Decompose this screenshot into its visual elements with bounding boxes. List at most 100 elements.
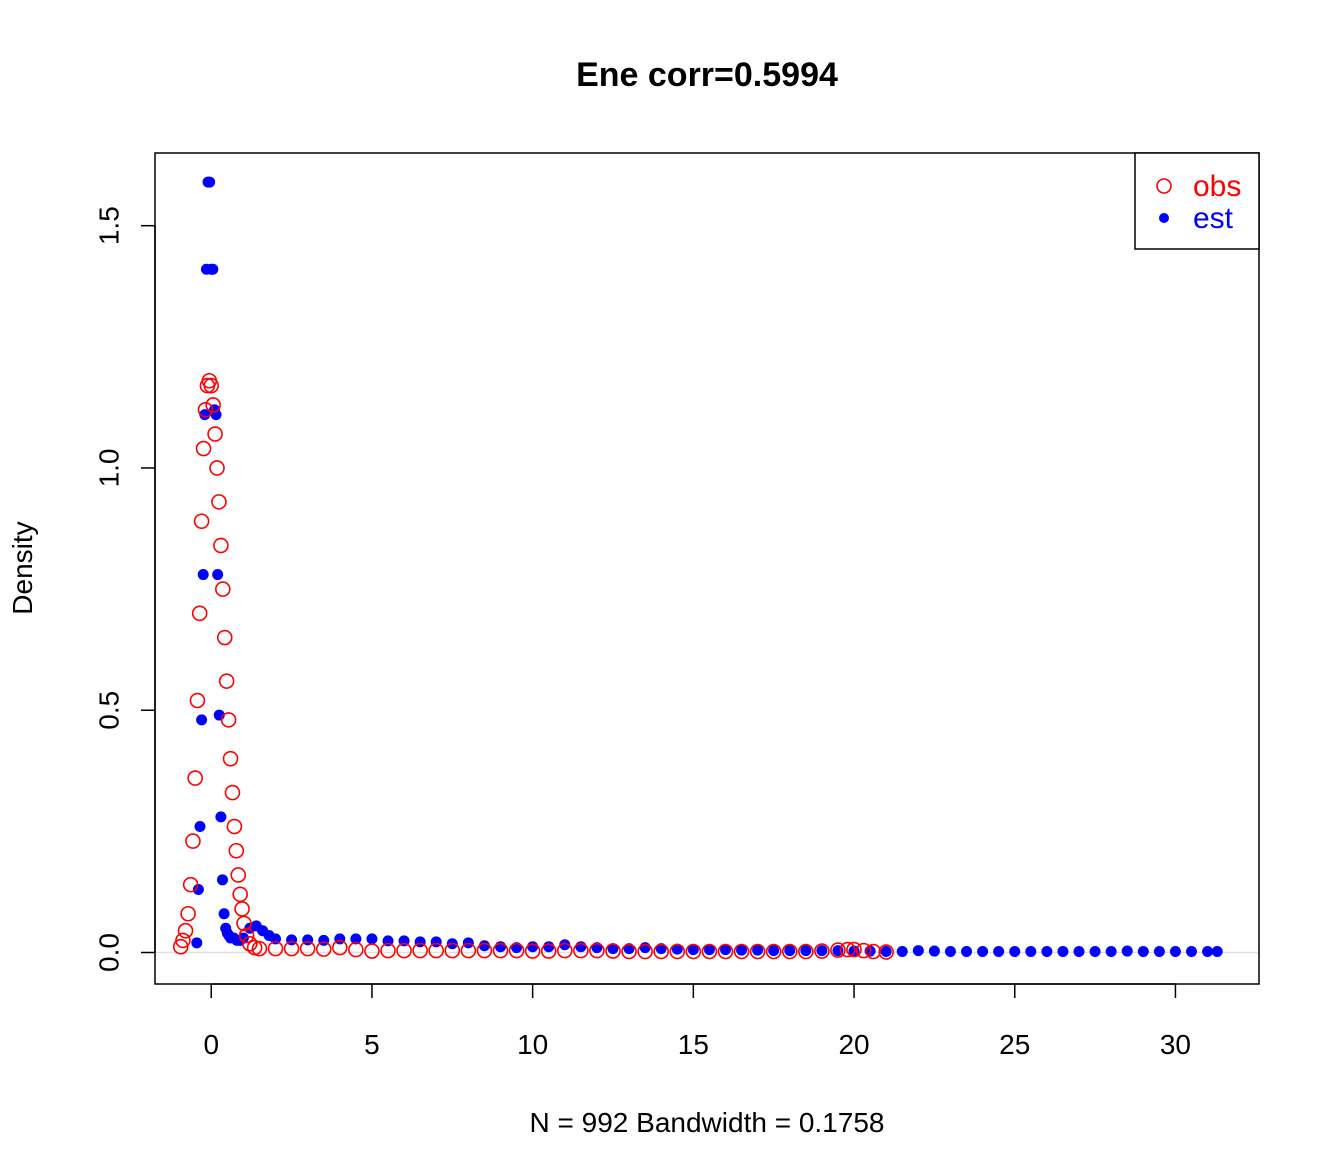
- obs-point: [749, 943, 766, 960]
- est-point: [687, 944, 699, 956]
- x-tick-label: 30: [1160, 1029, 1191, 1060]
- est-point: [1105, 946, 1117, 958]
- est-point: [703, 944, 715, 956]
- est-point: [977, 946, 989, 958]
- obs-point: [211, 494, 227, 510]
- legend-est-label: est: [1193, 202, 1234, 235]
- est-point: [191, 937, 203, 949]
- est-point: [752, 944, 764, 956]
- series-layer: [155, 176, 1259, 960]
- obs-point: [605, 943, 621, 959]
- plot-frame: [154, 152, 1260, 985]
- obs-point: [396, 942, 412, 959]
- x-tick-label: 10: [517, 1029, 548, 1060]
- obs-point: [242, 935, 258, 952]
- obs-point: [685, 943, 702, 960]
- est-point: [218, 908, 230, 920]
- est-point: [1153, 946, 1165, 958]
- obs-point: [220, 712, 237, 728]
- est-point: [237, 932, 249, 944]
- est-point: [478, 940, 490, 952]
- est-point: [204, 176, 216, 188]
- obs-point: [189, 692, 206, 709]
- obs-point: [230, 867, 247, 883]
- est-point: [784, 945, 796, 957]
- obs-point: [637, 943, 653, 960]
- x-tick-label: 20: [838, 1029, 869, 1060]
- est-point: [1025, 946, 1037, 958]
- obs-point: [175, 932, 191, 949]
- est-point: [1121, 945, 1133, 957]
- est-point: [215, 811, 227, 823]
- est-point: [944, 946, 956, 958]
- obs-point: [865, 943, 882, 960]
- est-point: [1009, 946, 1021, 958]
- obs-point: [251, 940, 268, 957]
- est-point: [1089, 946, 1101, 958]
- est-point: [543, 941, 555, 953]
- y-axis-label: Density: [7, 521, 38, 614]
- obs-point: [733, 943, 750, 960]
- obs-point: [830, 942, 846, 958]
- obs-point: [226, 818, 243, 835]
- y-tick-label: 0.0: [94, 933, 125, 972]
- est-point: [1073, 946, 1085, 958]
- obs-point: [717, 943, 734, 960]
- obs-point: [182, 876, 199, 893]
- y-axis: 0.0 0.5 1.0 1.5: [94, 206, 156, 972]
- est-point: [199, 409, 211, 421]
- obs-point: [197, 402, 214, 418]
- est-point: [736, 944, 748, 956]
- obs-point: [814, 943, 830, 959]
- obs-point: [573, 942, 589, 959]
- obs-point: [177, 922, 194, 939]
- obs-point: [855, 942, 872, 959]
- est-point: [816, 945, 828, 957]
- obs-point: [444, 942, 461, 959]
- obs-point: [701, 943, 718, 960]
- x-tick-label: 0: [203, 1029, 219, 1060]
- est-point: [928, 945, 940, 957]
- legend: obs est: [1134, 152, 1260, 250]
- est-point: [961, 946, 973, 958]
- legend-obs-marker: [1156, 178, 1172, 194]
- est-point: [212, 569, 224, 581]
- obs-point: [839, 941, 856, 958]
- obs-point: [878, 944, 894, 960]
- obs-point: [508, 942, 525, 959]
- obs-point: [621, 943, 637, 960]
- est-point: [1186, 946, 1198, 958]
- x-tick-label: 25: [999, 1029, 1030, 1060]
- obs-point: [781, 943, 798, 960]
- obs-point: [348, 941, 364, 958]
- obs-point: [234, 901, 250, 917]
- est-point: [350, 933, 362, 945]
- est-point: [896, 946, 908, 958]
- est-point: [559, 939, 571, 951]
- est-point: [366, 933, 378, 945]
- obs-point: [207, 426, 223, 442]
- est-point: [197, 569, 209, 581]
- est-point: [216, 874, 228, 886]
- obs-point: [589, 942, 605, 959]
- y-tick-label: 0.5: [94, 691, 125, 730]
- y-tick-label: 1.5: [94, 206, 125, 245]
- obs-point: [215, 581, 231, 597]
- est-point: [194, 821, 206, 833]
- est-point: [1041, 946, 1053, 958]
- est-point: [719, 944, 731, 956]
- x-tick-label: 5: [364, 1029, 380, 1060]
- obs-point: [209, 460, 225, 476]
- obs-point: [669, 943, 686, 960]
- obs-point: [460, 942, 477, 959]
- obs-point: [187, 770, 203, 786]
- est-point: [1057, 946, 1069, 958]
- obs-point: [846, 941, 862, 958]
- est-point: [196, 714, 208, 726]
- obs-point: [476, 942, 493, 959]
- obs-point: [172, 938, 189, 955]
- obs-point: [524, 943, 541, 959]
- obs-point: [191, 605, 208, 622]
- obs-point: [224, 784, 241, 801]
- obs-point: [193, 513, 210, 530]
